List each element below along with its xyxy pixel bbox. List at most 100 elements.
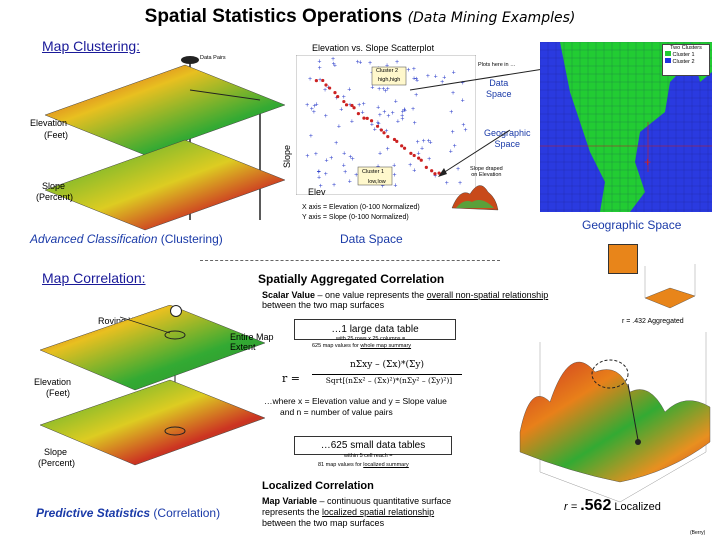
scatter-point: + bbox=[461, 80, 465, 87]
scatter-point: + bbox=[458, 180, 462, 187]
corr-elevation-unit: (Feet) bbox=[46, 388, 71, 398]
scatter-point: + bbox=[382, 109, 386, 116]
scatter-highlight-point bbox=[433, 172, 437, 176]
scatter-point: + bbox=[451, 129, 455, 136]
r-aggregated: r = .432 Aggregated bbox=[622, 318, 684, 325]
scatter-point: + bbox=[317, 168, 321, 175]
scatter-point: + bbox=[339, 106, 343, 113]
y-axis-note: Y axis = Slope (0-100 Normalized) bbox=[302, 214, 409, 221]
scatter-point: + bbox=[400, 112, 404, 119]
slope-draped-label: Slope draped on Elevation bbox=[470, 166, 503, 178]
scatter-point: + bbox=[420, 145, 424, 152]
scatter-point: + bbox=[411, 106, 415, 113]
scatter-point: + bbox=[358, 60, 362, 67]
correlation-map-stack bbox=[39, 305, 266, 466]
scatter-highlight-point bbox=[333, 91, 337, 95]
slope-unit: (Percent) bbox=[36, 192, 74, 202]
scatter-point: + bbox=[394, 98, 398, 105]
scatter-point: + bbox=[416, 150, 420, 157]
scatter-point: + bbox=[391, 110, 395, 117]
scatter-highlight-point bbox=[386, 135, 390, 139]
scatter-point: + bbox=[451, 90, 455, 97]
scatter-point: + bbox=[308, 76, 312, 83]
draped-surface bbox=[451, 185, 499, 211]
scatter-point: + bbox=[426, 73, 430, 80]
scatter-highlight-point bbox=[375, 124, 380, 128]
scatter-point: + bbox=[433, 173, 437, 180]
slope-label: Slope bbox=[42, 181, 66, 191]
scatter-highlight-point bbox=[400, 144, 404, 148]
cluster1-label: Cluster 1 bbox=[362, 169, 385, 175]
scatter-highlight-point bbox=[402, 146, 407, 150]
scatter-point: + bbox=[434, 73, 438, 80]
scatter-highlight-point bbox=[352, 106, 356, 110]
elev-axis-label: Elev bbox=[308, 187, 326, 197]
scatter-highlight-point bbox=[321, 78, 325, 83]
scatter-highlight-point bbox=[314, 79, 318, 83]
scatter-title: Elevation vs. Slope Scatterplot bbox=[312, 43, 435, 53]
scatter-highlight-point bbox=[382, 131, 386, 135]
scatter-point: + bbox=[309, 133, 313, 140]
scatter-point: + bbox=[402, 107, 406, 114]
advanced-classification: Advanced Classification (Clustering) bbox=[30, 232, 223, 246]
scatter-point: + bbox=[413, 120, 417, 127]
scatter-highlight-point bbox=[417, 156, 421, 160]
scatter-point: + bbox=[310, 106, 314, 113]
cluster1-sub: low,low bbox=[368, 179, 386, 185]
corr-slope-unit: (Percent) bbox=[38, 458, 76, 468]
scatter-point: + bbox=[331, 56, 335, 63]
scatter-point: + bbox=[449, 109, 453, 116]
scatter-point: + bbox=[357, 102, 361, 109]
scatter-point: + bbox=[415, 78, 419, 85]
svg-text:+: + bbox=[644, 155, 651, 169]
scatter-point: + bbox=[356, 59, 360, 66]
scatter-point: + bbox=[403, 107, 407, 114]
aggregated-map-cell bbox=[608, 244, 638, 274]
scatter-highlight-point bbox=[362, 116, 366, 120]
scatter-point: + bbox=[354, 172, 358, 179]
scatter-point: + bbox=[408, 162, 412, 169]
scatter-point: + bbox=[381, 183, 385, 190]
scatter-point: + bbox=[368, 60, 372, 67]
scatter-point: + bbox=[325, 158, 329, 165]
scatter-point: + bbox=[393, 172, 397, 179]
scatter-point: + bbox=[347, 86, 351, 93]
scatter-highlight-point bbox=[342, 99, 346, 104]
scatter-point: + bbox=[386, 86, 390, 93]
scatter-point: + bbox=[370, 121, 374, 128]
scatter-point: + bbox=[376, 104, 380, 111]
scatter-highlight-point bbox=[369, 119, 374, 123]
scatter-highlight-point bbox=[356, 112, 361, 116]
scatter-point: + bbox=[401, 109, 405, 116]
scatter-point: + bbox=[428, 140, 432, 147]
formula-denominator: Sqrt[(nΣx² – (Σx)²)*(nΣy² – (Σy)²)] bbox=[325, 376, 453, 385]
cluster2-sub: high,high bbox=[378, 77, 401, 83]
scatter-point: + bbox=[329, 155, 333, 162]
r-localized: r = .562 Localized bbox=[564, 497, 661, 514]
scatter-point: + bbox=[377, 121, 381, 128]
corr-slope-label: Slope bbox=[44, 447, 68, 457]
scatter-point: + bbox=[350, 119, 354, 126]
scatter-point: + bbox=[378, 151, 382, 158]
scatter-point: + bbox=[317, 169, 321, 176]
scatter-point: + bbox=[456, 166, 460, 173]
scatter-point: + bbox=[314, 151, 318, 158]
scatter-point: + bbox=[312, 103, 316, 110]
large-table-detail2: 625 map values for whole map summary bbox=[312, 343, 412, 349]
scatter-highlight-point bbox=[379, 128, 383, 132]
cluster-legend: Two Clusters Cluster 1 Cluster 2 bbox=[662, 44, 710, 76]
scatter-point: + bbox=[412, 66, 416, 73]
corr-elevation-label: Elevation bbox=[34, 377, 72, 387]
scatter-point: + bbox=[332, 61, 336, 68]
scatter-highlight-point bbox=[437, 171, 441, 175]
elevation-map bbox=[44, 64, 286, 156]
scatter-point: + bbox=[381, 86, 385, 93]
scatter-point: + bbox=[362, 101, 366, 108]
corr-elevation-map bbox=[39, 305, 266, 391]
scatter-point: + bbox=[312, 109, 316, 116]
scatter-point: + bbox=[348, 178, 352, 185]
scatter-point: + bbox=[452, 69, 456, 76]
large-table-detail1: with 25 rows x 25 columns = bbox=[336, 336, 406, 342]
aggregated-3d-plane bbox=[644, 264, 696, 309]
scatter-point: + bbox=[422, 138, 426, 145]
